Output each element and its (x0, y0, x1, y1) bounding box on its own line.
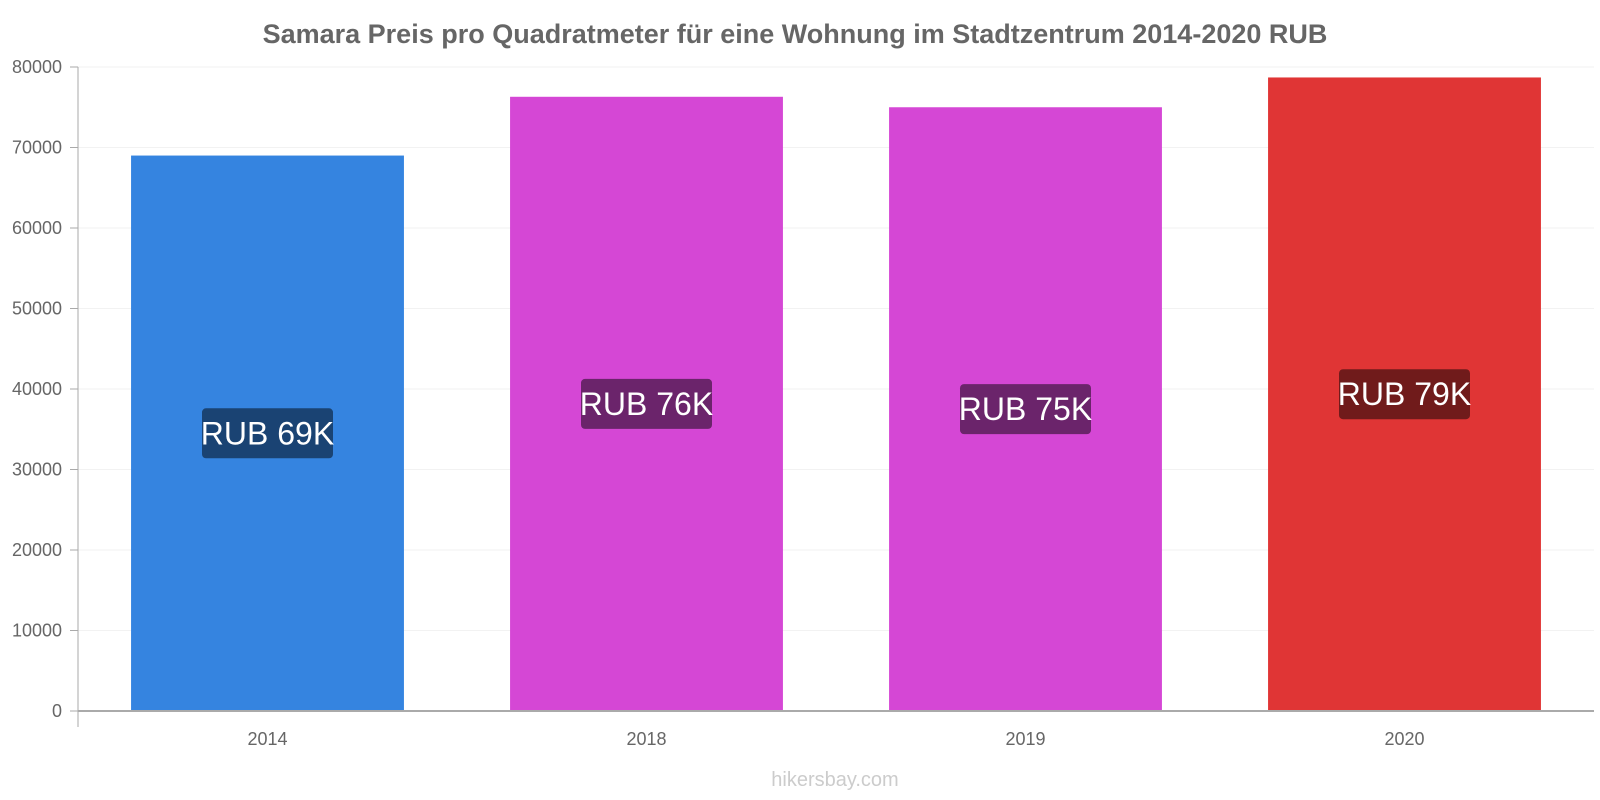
value-labels: RUB 69K RUB 76K RUB 75K RUB 79K (201, 369, 1471, 459)
value-label: RUB 75K (959, 391, 1092, 427)
x-tick-label: 2020 (1384, 729, 1424, 749)
value-label-box (202, 408, 333, 459)
value-label: RUB 69K (201, 415, 334, 451)
watermark: hikersbay.com (771, 769, 898, 791)
y-tick-label: 20000 (12, 540, 62, 560)
y-tick-label: 80000 (12, 57, 62, 77)
x-tick-label: 2018 (626, 729, 666, 749)
chart-title: Samara Preis pro Quadratmeter für eine W… (263, 19, 1328, 49)
y-tick-label: 60000 (12, 218, 62, 238)
value-label-box (960, 384, 1091, 435)
x-tick-label: 2019 (1005, 729, 1045, 749)
y-tick-label: 0 (52, 701, 62, 721)
bars (131, 77, 1541, 712)
y-tick-label: 50000 (12, 299, 62, 319)
value-label: RUB 79K (1338, 376, 1471, 412)
value-label-box (581, 378, 712, 429)
value-label: RUB 76K (580, 386, 713, 422)
y-tick-label: 10000 (12, 621, 62, 641)
x-tick-label: 2014 (247, 729, 287, 749)
y-tick-label: 40000 (12, 379, 62, 399)
y-tick-label: 70000 (12, 138, 62, 158)
axes: 0 10000 20000 30000 40000 50000 60000 70000 8000… (12, 57, 1594, 749)
y-tick-label: 30000 (12, 460, 62, 480)
value-label-box (1339, 369, 1470, 420)
